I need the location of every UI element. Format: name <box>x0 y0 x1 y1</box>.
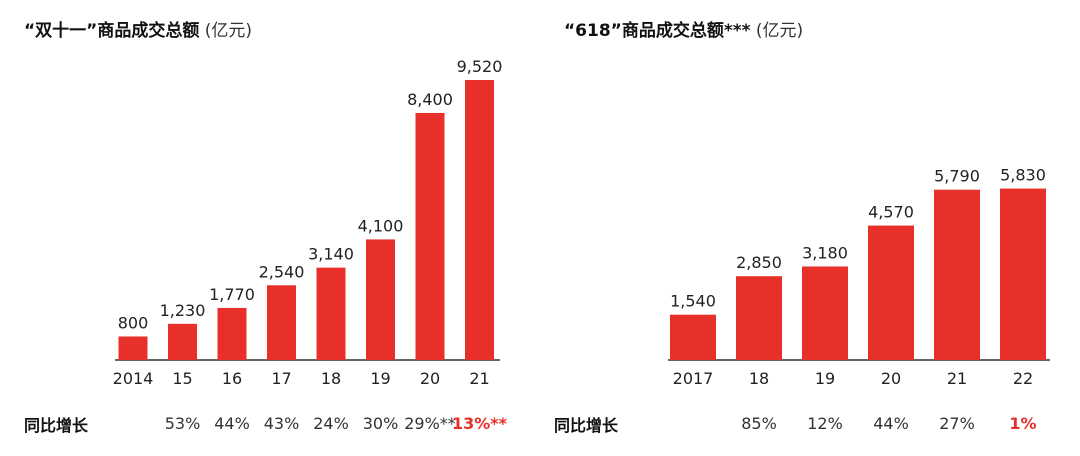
x-tick-label: 22 <box>1013 369 1033 388</box>
x-tick-label: 18 <box>321 369 341 388</box>
growth-value: 12% <box>807 414 843 433</box>
growth-row-label: 同比增长 <box>24 416 89 435</box>
chart-title: “618”商品成交总额*** (亿元) <box>564 16 803 41</box>
bar-22 <box>1000 188 1046 360</box>
chart-title-unit: (亿元) <box>204 21 253 41</box>
bar-18 <box>736 276 782 360</box>
x-tick-label: 20 <box>420 369 440 388</box>
data-label: 9,520 <box>457 57 503 76</box>
x-tick-label: 16 <box>222 369 242 388</box>
x-tick-label: 15 <box>172 369 192 388</box>
data-label: 2,540 <box>259 262 305 281</box>
x-tick-label: 18 <box>749 369 769 388</box>
data-label: 5,830 <box>1000 166 1046 185</box>
x-tick-label: 2014 <box>113 369 154 388</box>
data-label: 4,100 <box>358 216 404 235</box>
x-tick-label: 2017 <box>673 369 714 388</box>
bar-2017 <box>670 314 716 360</box>
bar-18 <box>316 267 346 360</box>
growth-value: 44% <box>873 414 909 433</box>
data-label: 1,230 <box>160 301 206 320</box>
chart-plot: 800 2014 1,230 15 53% 1,770 16 44% 2,540 17 43% 3,1… <box>113 57 508 433</box>
x-tick-label: 19 <box>815 369 835 388</box>
chart-title: “双十一”商品成交总额 (亿元) <box>24 16 252 41</box>
chart-title-text: “双十一”商品成交总额 <box>24 21 200 41</box>
bar-2014 <box>118 336 148 360</box>
growth-row-label: 同比增长 <box>554 416 619 435</box>
chart-title-text: “618”商品成交总额*** <box>564 21 751 41</box>
chart-title-unit: (亿元) <box>755 21 804 41</box>
data-label: 4,570 <box>868 203 914 222</box>
x-tick-label: 19 <box>370 369 390 388</box>
data-label: 800 <box>118 313 149 332</box>
data-label: 5,790 <box>934 167 980 186</box>
bar-19 <box>802 266 848 360</box>
data-label: 2,850 <box>736 253 782 272</box>
bar-15 <box>168 323 197 360</box>
growth-value: 27% <box>939 414 975 433</box>
growth-value: 30% <box>363 414 399 433</box>
growth-value: 24% <box>313 414 349 433</box>
bar-17 <box>267 285 296 360</box>
data-label: 3,140 <box>308 245 354 264</box>
data-label: 3,180 <box>802 243 848 262</box>
x-tick-label: 20 <box>881 369 901 388</box>
growth-value: 13%** <box>452 414 508 433</box>
x-tick-label: 21 <box>469 369 489 388</box>
growth-value: 29%** <box>404 414 456 433</box>
growth-value: 1% <box>1009 414 1036 433</box>
growth-value: 43% <box>264 414 300 433</box>
growth-value: 85% <box>741 414 777 433</box>
growth-value: 44% <box>214 414 250 433</box>
bar-21 <box>934 189 980 360</box>
bar-19 <box>366 239 395 360</box>
bar-21 <box>465 80 494 360</box>
bar-20 <box>868 225 914 360</box>
chart-plot: 1,540 2017 2,850 18 85% 3,180 19 12% 4,570 20 44% 5… <box>668 166 1050 433</box>
x-tick-label: 21 <box>947 369 967 388</box>
data-label: 8,400 <box>407 90 453 109</box>
x-tick-label: 17 <box>271 369 291 388</box>
data-label: 1,770 <box>209 285 255 304</box>
data-label: 1,540 <box>670 292 716 311</box>
chart-618: “618”商品成交总额*** (亿元) 1,540 2017 2,850 18 85% 3… <box>540 0 1080 456</box>
growth-value: 53% <box>165 414 201 433</box>
chart-double-eleven: “双十一”商品成交总额 (亿元) 800 2014 1,230 15 53% 1,770 1… <box>24 16 508 435</box>
bar-16 <box>217 307 247 360</box>
bar-20 <box>415 112 445 360</box>
